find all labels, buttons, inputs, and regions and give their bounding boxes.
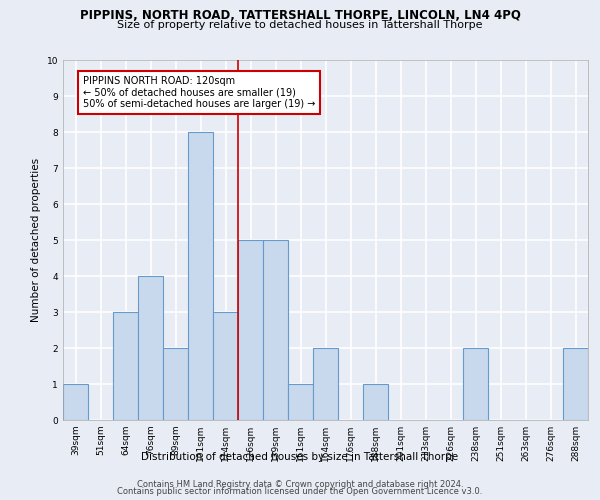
- Bar: [313, 348, 338, 420]
- Text: PIPPINS, NORTH ROAD, TATTERSHALL THORPE, LINCOLN, LN4 4PQ: PIPPINS, NORTH ROAD, TATTERSHALL THORPE,…: [80, 9, 520, 22]
- Text: PIPPINS NORTH ROAD: 120sqm
← 50% of detached houses are smaller (19)
50% of semi: PIPPINS NORTH ROAD: 120sqm ← 50% of deta…: [83, 76, 316, 110]
- Text: Contains public sector information licensed under the Open Government Licence v3: Contains public sector information licen…: [118, 487, 482, 496]
- Bar: [363, 384, 388, 420]
- Bar: [163, 348, 188, 420]
- Text: Size of property relative to detached houses in Tattershall Thorpe: Size of property relative to detached ho…: [117, 20, 483, 30]
- Bar: [63, 384, 88, 420]
- Text: Distribution of detached houses by size in Tattershall Thorpe: Distribution of detached houses by size …: [142, 452, 458, 462]
- Bar: [563, 348, 588, 420]
- Y-axis label: Number of detached properties: Number of detached properties: [31, 158, 41, 322]
- Bar: [263, 240, 288, 420]
- Bar: [213, 312, 238, 420]
- Bar: [113, 312, 138, 420]
- Bar: [238, 240, 263, 420]
- Bar: [138, 276, 163, 420]
- Bar: [288, 384, 313, 420]
- Text: Contains HM Land Registry data © Crown copyright and database right 2024.: Contains HM Land Registry data © Crown c…: [137, 480, 463, 489]
- Bar: [463, 348, 488, 420]
- Bar: [188, 132, 213, 420]
